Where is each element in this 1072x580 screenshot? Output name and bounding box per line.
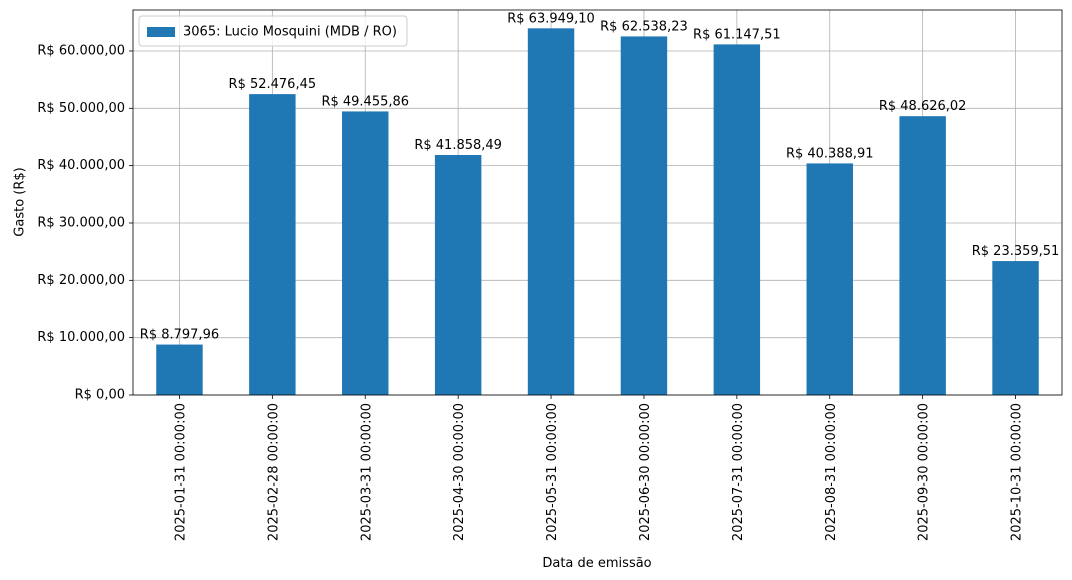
value-label: R$ 61.147,51 xyxy=(693,27,781,42)
y-axis-label: Gasto (R$) xyxy=(13,167,28,236)
y-tick-label: R$ 40.000,00 xyxy=(37,158,125,173)
bar xyxy=(527,28,575,395)
x-axis-label: Data de emissão xyxy=(542,556,651,571)
x-tick-label: 2025-07-31 00:00:00 xyxy=(731,403,746,541)
value-label: R$ 62.538,23 xyxy=(600,19,688,34)
value-label: R$ 41.858,49 xyxy=(414,138,502,153)
y-tick-label: R$ 20.000,00 xyxy=(37,273,125,288)
bar xyxy=(992,261,1039,395)
legend: 3065: Lucio Mosquini (MDB / RO) xyxy=(138,15,408,47)
bar xyxy=(434,154,482,395)
value-label: R$ 8.797,96 xyxy=(140,328,219,343)
bar xyxy=(620,36,668,395)
y-tick-label: R$ 50.000,00 xyxy=(37,101,125,116)
x-tick-label: 2025-03-31 00:00:00 xyxy=(359,403,374,541)
x-tick-label: 2025-09-30 00:00:00 xyxy=(917,403,932,541)
value-label: R$ 52.476,45 xyxy=(229,77,317,92)
value-label: R$ 49.455,86 xyxy=(321,94,409,109)
legend-box xyxy=(138,15,408,47)
bar xyxy=(806,163,853,395)
legend-swatch xyxy=(147,27,175,37)
legend-label: 3065: Lucio Mosquini (MDB / RO) xyxy=(183,25,397,40)
value-label: R$ 23.359,51 xyxy=(972,244,1060,259)
bar xyxy=(156,344,203,395)
bar-layer xyxy=(156,28,1039,396)
value-label: R$ 63.949,10 xyxy=(507,11,595,26)
x-tick-label: 2025-04-30 00:00:00 xyxy=(452,403,467,541)
bar xyxy=(249,94,296,396)
x-tick-label: 2025-10-31 00:00:00 xyxy=(1010,403,1025,541)
x-tick-label: 2025-02-28 00:00:00 xyxy=(266,403,281,541)
value-label: R$ 40.388,91 xyxy=(786,146,874,161)
y-tick-label: R$ 60.000,00 xyxy=(37,43,125,58)
bar xyxy=(713,44,761,395)
bar xyxy=(342,111,389,395)
x-tick-label: 2025-06-30 00:00:00 xyxy=(638,403,653,541)
plot-frame xyxy=(132,9,1063,396)
x-tick-label: 2025-08-31 00:00:00 xyxy=(824,403,839,541)
y-tick-label: R$ 30.000,00 xyxy=(37,215,125,230)
y-tick-label: R$ 10.000,00 xyxy=(37,330,125,345)
value-label: R$ 48.626,02 xyxy=(879,99,967,114)
y-tick-label: R$ 0,00 xyxy=(75,388,125,403)
x-tick-label: 2025-01-31 00:00:00 xyxy=(173,403,188,541)
x-tick-label: 2025-05-31 00:00:00 xyxy=(545,403,560,541)
bar xyxy=(899,116,946,396)
